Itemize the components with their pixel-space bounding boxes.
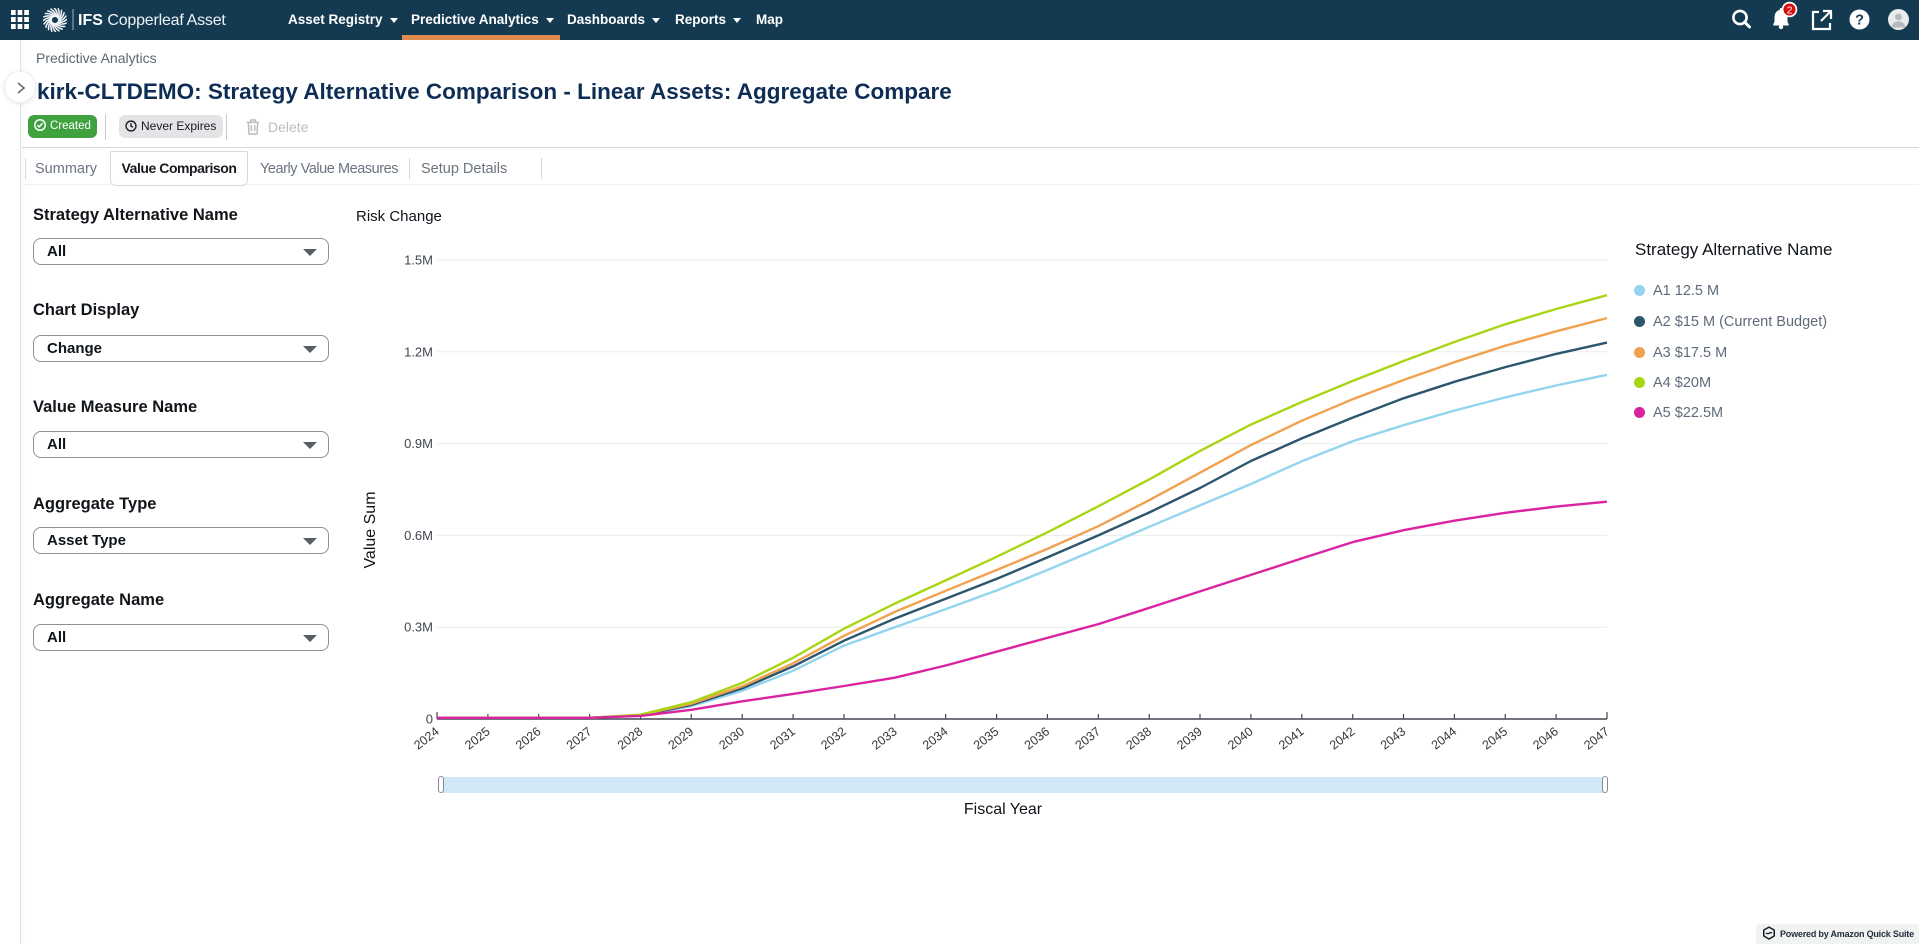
svg-text:2024: 2024 — [411, 724, 442, 752]
svg-text:2030: 2030 — [717, 724, 748, 752]
svg-text:?: ? — [1855, 13, 1864, 29]
svg-text:0.6M: 0.6M — [404, 528, 433, 543]
svg-text:1.2M: 1.2M — [404, 344, 433, 359]
svg-text:2038: 2038 — [1124, 724, 1155, 752]
svg-text:2037: 2037 — [1073, 724, 1104, 752]
svg-text:0: 0 — [426, 712, 433, 727]
svg-text:2041: 2041 — [1276, 724, 1307, 752]
svg-text:2034: 2034 — [920, 724, 951, 752]
svg-text:2046: 2046 — [1530, 724, 1561, 752]
svg-text:2026: 2026 — [513, 724, 544, 752]
svg-text:0.3M: 0.3M — [404, 620, 433, 635]
svg-text:2043: 2043 — [1378, 724, 1409, 752]
svg-text:2044: 2044 — [1429, 724, 1460, 752]
svg-text:2042: 2042 — [1327, 724, 1358, 752]
svg-text:2: 2 — [1787, 4, 1793, 16]
svg-text:2045: 2045 — [1480, 724, 1511, 752]
svg-text:2047: 2047 — [1581, 724, 1612, 752]
svg-text:2033: 2033 — [869, 724, 900, 752]
svg-text:2040: 2040 — [1225, 724, 1256, 752]
svg-text:2031: 2031 — [767, 724, 798, 752]
svg-text:2039: 2039 — [1174, 724, 1205, 752]
svg-text:1.5M: 1.5M — [404, 253, 433, 268]
svg-text:0.9M: 0.9M — [404, 436, 433, 451]
svg-text:2035: 2035 — [971, 724, 1002, 752]
svg-text:2036: 2036 — [1022, 724, 1053, 752]
svg-text:2029: 2029 — [666, 724, 697, 752]
svg-text:2032: 2032 — [818, 724, 849, 752]
svg-text:2027: 2027 — [564, 724, 595, 752]
svg-text:2028: 2028 — [615, 724, 646, 752]
svg-text:2025: 2025 — [462, 724, 493, 752]
